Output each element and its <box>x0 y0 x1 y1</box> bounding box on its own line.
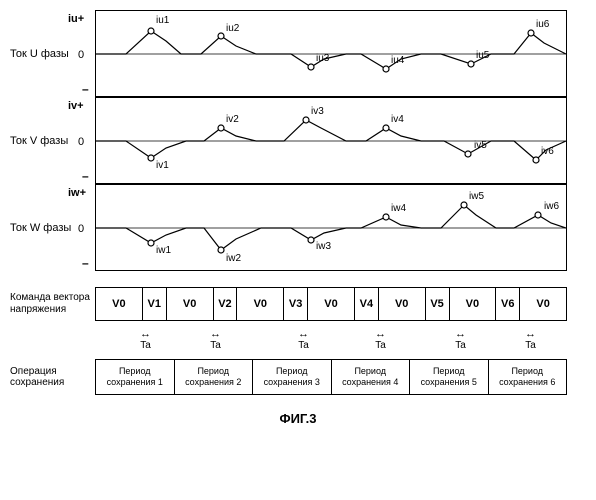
sample-label: iu4 <box>391 55 405 66</box>
wave-svg: iw1 iw2 iw3 iw4 iw5 iw6 <box>96 185 566 270</box>
ta-markers-row: ↔Ta ↔Ta ↔Ta ↔Ta ↔Ta ↔Ta <box>95 329 565 351</box>
sample-label: iw3 <box>316 241 331 252</box>
sample-marker <box>528 30 534 36</box>
axis-label-bottom: – <box>82 169 89 183</box>
sample-marker <box>383 125 389 131</box>
sample-marker <box>468 61 474 67</box>
ta-marker: ↔Ta <box>455 329 466 351</box>
sample-label: iu6 <box>536 19 550 30</box>
vector-cell: V0 <box>450 288 497 320</box>
sample-label: iv2 <box>226 114 239 125</box>
voltage-vector-row: Команда вектора напряжения V0V1V0V2V0V3V… <box>10 287 586 321</box>
sample-marker <box>533 157 539 163</box>
sample-label: iu2 <box>226 23 240 34</box>
sample-marker <box>148 240 154 246</box>
save-operation-row: Операция сохранения Период сохранения 1П… <box>10 359 586 395</box>
save-operation-label: Операция сохранения <box>10 359 95 395</box>
save-period-cell: Период сохранения 1 <box>96 360 175 394</box>
save-period-cell: Период сохранения 4 <box>332 360 411 394</box>
sample-label: iv6 <box>541 146 554 157</box>
sample-label: iv3 <box>311 106 324 117</box>
sample-marker <box>218 125 224 131</box>
figure-caption: ФИГ.3 <box>10 411 586 426</box>
ta-marker: ↔Ta <box>375 329 386 351</box>
waves-container: Ток U фазыiu+0–iu1iu2iu3iu4iu5iu6Ток V ф… <box>10 10 586 271</box>
vector-cell: V0 <box>520 288 566 320</box>
wave-box: iu+0–iu1iu2iu3iu4iu5iu6 <box>95 10 567 97</box>
vector-cell: V3 <box>284 288 308 320</box>
vector-cell: V5 <box>426 288 450 320</box>
sample-marker <box>535 212 541 218</box>
sample-label: iv1 <box>156 160 169 171</box>
sample-marker <box>148 28 154 34</box>
waveform-path <box>96 120 566 160</box>
vector-cell: V1 <box>143 288 167 320</box>
figure-3: Ток U фазыiu+0–iu1iu2iu3iu4iu5iu6Ток V ф… <box>10 10 586 426</box>
waveform-path <box>96 31 566 69</box>
axis-label-bottom: – <box>82 82 89 96</box>
sample-marker <box>218 247 224 253</box>
sample-marker <box>308 237 314 243</box>
sample-label: iu3 <box>316 53 330 64</box>
save-period-cell: Период сохранения 6 <box>489 360 567 394</box>
sample-marker <box>308 64 314 70</box>
sample-label: iw2 <box>226 253 241 264</box>
ta-marker: ↔Ta <box>298 329 309 351</box>
voltage-vector-label: Команда вектора напряжения <box>10 287 95 321</box>
vector-cell: V0 <box>308 288 355 320</box>
axis-label-top: iu+ <box>68 13 84 25</box>
save-period-cell: Период сохранения 3 <box>253 360 332 394</box>
wave-row-1: Ток V фазыiv+0–iv1iv2iv3iv4iv5iv6 <box>10 97 586 184</box>
vector-cell: V6 <box>496 288 520 320</box>
voltage-vector-cells: V0V1V0V2V0V3V0V4V0V5V0V6V0 <box>95 287 567 321</box>
sample-marker <box>303 117 309 123</box>
vector-cell: V2 <box>214 288 238 320</box>
wave-row-2: Ток W фазыiw+0–iw1iw2iw3iw4iw5iw6 <box>10 184 586 271</box>
sample-label: iw5 <box>469 191 484 202</box>
wave-box: iw+0–iw1iw2iw3iw4iw5iw6 <box>95 184 567 271</box>
sample-marker <box>148 155 154 161</box>
sample-label: iv4 <box>391 114 404 125</box>
vector-cell: V0 <box>96 288 143 320</box>
sample-label: iv5 <box>474 140 487 151</box>
vector-cell: V0 <box>237 288 284 320</box>
axis-label-zero: 0 <box>78 49 84 61</box>
axis-label-zero: 0 <box>78 223 84 235</box>
sample-marker <box>383 66 389 72</box>
ta-marker: ↔Ta <box>140 329 151 351</box>
sample-label: iu5 <box>476 50 490 61</box>
sample-marker <box>461 202 467 208</box>
sample-marker <box>218 33 224 39</box>
sample-marker <box>383 214 389 220</box>
sample-marker <box>465 151 471 157</box>
save-period-cell: Период сохранения 2 <box>175 360 254 394</box>
wave-svg: iu1 iu2 iu3 iu4 iu5 iu6 <box>96 11 566 96</box>
sample-label: iw6 <box>544 201 559 212</box>
sample-label: iw1 <box>156 245 171 256</box>
axis-label-top: iv+ <box>68 100 84 112</box>
sample-label: iu1 <box>156 15 170 26</box>
vector-cell: V0 <box>379 288 426 320</box>
axis-label-top: iw+ <box>68 187 86 199</box>
save-period-cell: Период сохранения 5 <box>410 360 489 394</box>
wave-box: iv+0–iv1iv2iv3iv4iv5iv6 <box>95 97 567 184</box>
save-operation-cells: Период сохранения 1Период сохранения 2Пе… <box>95 359 567 395</box>
sample-label: iw4 <box>391 203 406 214</box>
wave-svg: iv1 iv2 iv3 iv4 iv5 iv6 <box>96 98 566 183</box>
vector-cell: V4 <box>355 288 379 320</box>
axis-label-bottom: – <box>82 256 89 270</box>
axis-label-zero: 0 <box>78 136 84 148</box>
ta-marker: ↔Ta <box>525 329 536 351</box>
wave-row-0: Ток U фазыiu+0–iu1iu2iu3iu4iu5iu6 <box>10 10 586 97</box>
vector-cell: V0 <box>167 288 214 320</box>
ta-marker: ↔Ta <box>210 329 221 351</box>
